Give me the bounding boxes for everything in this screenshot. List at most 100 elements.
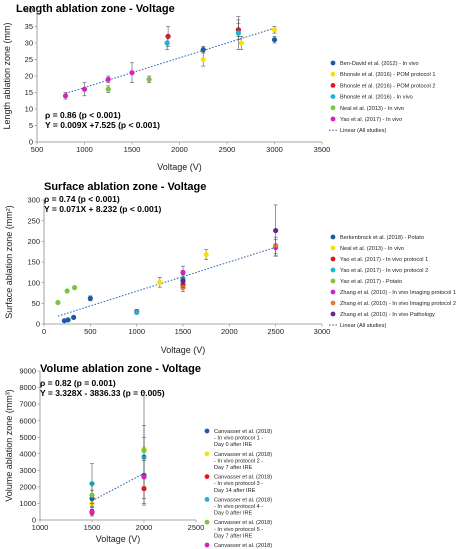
data-point xyxy=(89,492,95,498)
data-point xyxy=(146,76,152,82)
legend-marker xyxy=(204,474,210,479)
y-tick-label: 5000 xyxy=(19,433,36,442)
data-point xyxy=(180,269,186,275)
trendline xyxy=(91,472,145,502)
x-axis-label: Voltage (V) xyxy=(157,162,202,172)
y-tick-label: 0 xyxy=(36,320,40,329)
legend-label: Ben-David et al. (2012) - In vivo xyxy=(340,61,419,67)
legend-label: Canvasser et al. (2018) xyxy=(214,543,272,549)
y-tick-label: 7000 xyxy=(19,400,36,409)
chart-title: Surface ablation zone - Voltage xyxy=(44,181,206,193)
y-axis-label: Surface ablation zone (mm²) xyxy=(4,205,14,319)
data-point xyxy=(71,285,78,291)
data-point xyxy=(141,447,147,454)
stat-annotation: ρ = 0.82 (p = 0.001) xyxy=(40,378,116,388)
y-tick-label: 150 xyxy=(27,258,40,267)
y-tick-label: 30 xyxy=(25,39,33,48)
legend-label: Day 7 after IRE xyxy=(214,465,253,471)
legend-label: Bhonsle et al. (2016) - POM protocol 2 xyxy=(340,83,435,89)
legend-label: - In vivo protocol 5 - xyxy=(214,527,263,533)
data-point xyxy=(271,37,278,43)
legend-label: Yao et al. (2017) - Potato xyxy=(340,279,402,285)
legend-label: - In vivo protocol 3 - xyxy=(214,481,263,487)
legend-label: Zhang et al. (2010) - In vivo Imaging pr… xyxy=(340,290,456,296)
y-tick-label: 20 xyxy=(25,72,33,81)
x-tick-label: 1000 xyxy=(76,145,93,154)
legend-label: Day 7 after IRE xyxy=(214,533,253,539)
y-tick-label: 40 xyxy=(25,6,33,15)
legend-label: - In vivo protocol 2 - xyxy=(214,458,263,464)
x-tick-label: 500 xyxy=(84,327,97,336)
stat-annotation: Y = 0.071X + 8.232 (p < 0.001) xyxy=(44,204,161,214)
data-point xyxy=(141,474,147,480)
data-point xyxy=(238,40,244,46)
data-point xyxy=(157,279,163,285)
legend-label: Canvasser et al. (2018) xyxy=(214,520,272,526)
data-point xyxy=(273,227,279,234)
legend-label: Berkenbrock et al. (2018) - Potato xyxy=(340,235,424,241)
chart-title: Length ablation zone - Voltage xyxy=(16,3,175,15)
data-point xyxy=(62,93,69,99)
x-tick-label: 2000 xyxy=(221,327,238,336)
data-point xyxy=(87,295,93,301)
y-tick-label: 250 xyxy=(27,216,40,225)
y-tick-label: 300 xyxy=(27,196,40,205)
x-tick-label: 3000 xyxy=(314,327,331,336)
y-tick-label: 200 xyxy=(27,237,40,246)
data-point xyxy=(200,47,206,53)
x-tick-label: 500 xyxy=(31,145,44,154)
x-axis-label: Voltage (V) xyxy=(161,345,206,355)
legend-label: Yao et al. (2017) - In vivo protocol 2 xyxy=(340,268,428,274)
x-tick-label: 2500 xyxy=(219,145,236,154)
x-tick-label: 2000 xyxy=(171,145,188,154)
x-tick-label: 3500 xyxy=(314,145,331,154)
y-tick-label: 3000 xyxy=(19,466,36,475)
legend-marker xyxy=(330,289,336,295)
data-point xyxy=(235,30,241,36)
y-tick-label: 10 xyxy=(25,105,33,114)
legend-label: Yao et al. (2017) - In vivo protocol 1 xyxy=(340,257,428,263)
legend-marker xyxy=(330,234,336,240)
legend-marker xyxy=(204,519,210,525)
data-point xyxy=(105,76,111,82)
chart-title: Volume ablation zone - Voltage xyxy=(40,363,201,375)
chart-surface: Surface ablation zone - Voltage 0 500 1000 1… xyxy=(0,178,474,360)
legend-label: Day 0 after IRE xyxy=(214,442,253,448)
y-tick-label: 1000 xyxy=(19,499,36,508)
data-point xyxy=(55,299,61,306)
x-tick-label: 2000 xyxy=(136,523,153,532)
data-point xyxy=(180,285,186,291)
y-tick-label: 35 xyxy=(25,22,33,31)
trendline xyxy=(65,27,275,94)
data-point xyxy=(89,509,95,515)
legend-label: Day 0 after IRE xyxy=(214,511,253,517)
legend-label: Bhonsle et al. (2016) - POM protocol 1 xyxy=(340,72,435,78)
legend-marker xyxy=(330,300,336,306)
legend-label: - In vivo protocol 4 - xyxy=(214,504,263,510)
data-point xyxy=(105,86,111,92)
legend-marker xyxy=(330,94,336,99)
legend-label: Neal et al. (2013) - In vivo xyxy=(340,246,404,252)
y-tick-label: 15 xyxy=(25,88,33,97)
x-tick-label: 1500 xyxy=(84,523,101,532)
data-point xyxy=(129,70,135,76)
y-tick-label: 100 xyxy=(27,278,40,287)
x-tick-label: 1500 xyxy=(124,145,141,154)
y-tick-label: 4000 xyxy=(19,449,36,458)
legend-marker xyxy=(330,71,336,77)
legend-label: Day 14 after IRE xyxy=(214,488,256,494)
legend-marker xyxy=(330,267,336,273)
x-tick-label: 2500 xyxy=(188,523,205,532)
x-tick-label: 1500 xyxy=(175,327,192,336)
legend-label: Canvasser et al. (2018) xyxy=(214,429,272,435)
y-tick-label: 25 xyxy=(25,55,33,64)
chart-length: Length ablation zone - Voltage 500 1000 150… xyxy=(0,0,474,178)
legend-marker xyxy=(330,116,336,122)
data-point xyxy=(64,288,70,294)
stat-annotation: Y = 0.009X +7.525 (p < 0.001) xyxy=(45,120,160,130)
legend-marker xyxy=(204,542,210,548)
legend-label: Canvasser et al. (2018) xyxy=(214,452,272,458)
legend-marker xyxy=(330,278,336,284)
y-tick-label: 0 xyxy=(32,516,36,525)
